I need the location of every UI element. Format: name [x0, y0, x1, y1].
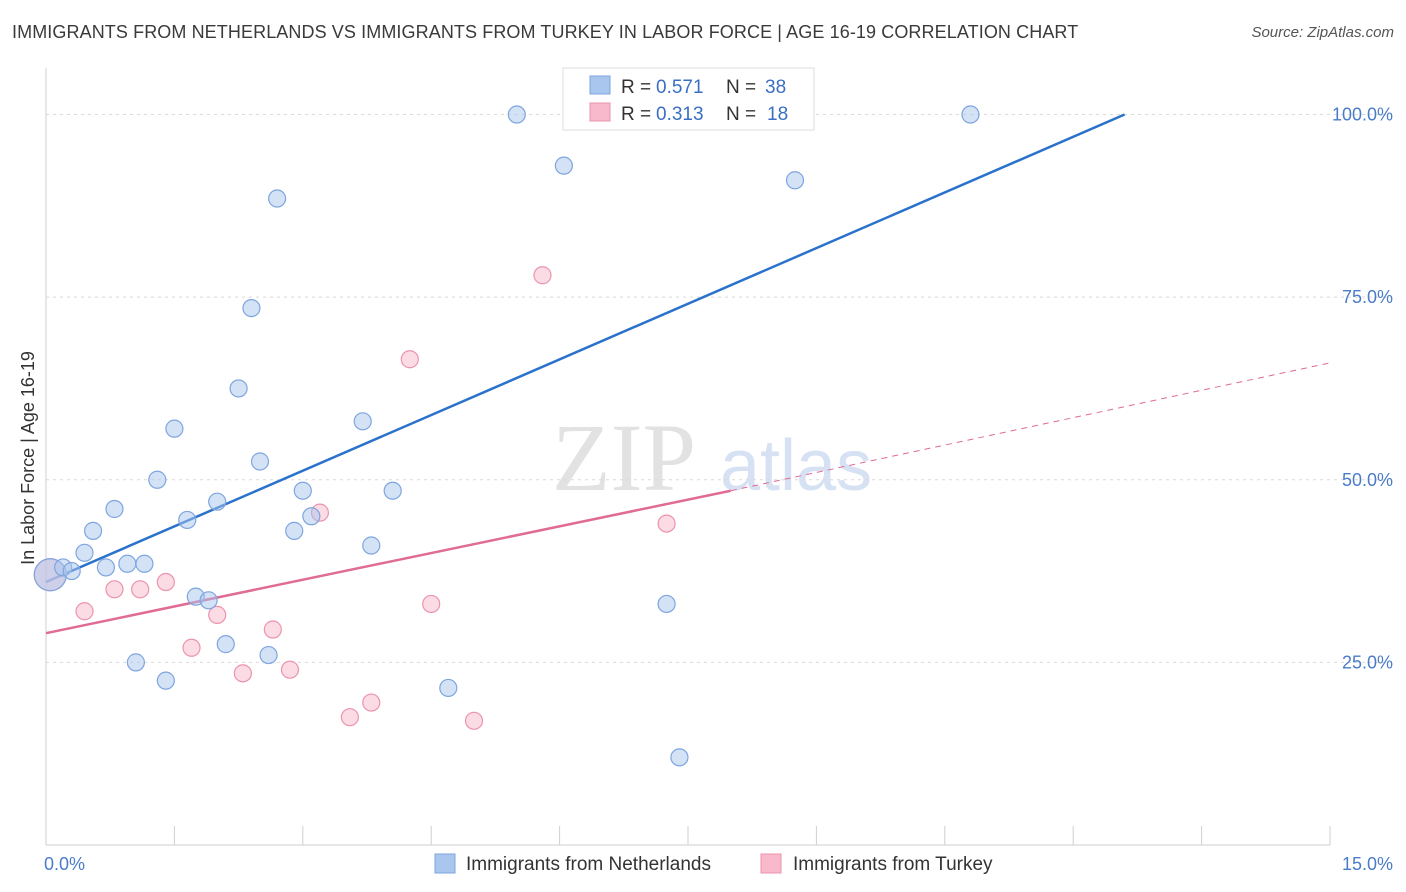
- trend-line-netherlands: [45, 113, 1126, 584]
- netherlands-point: [135, 554, 154, 573]
- netherlands-point: [96, 558, 116, 577]
- turkey-point: [75, 602, 94, 621]
- turkey-point: [182, 638, 201, 657]
- turkey-point: [233, 664, 252, 683]
- netherlands-point: [126, 653, 145, 672]
- turkey-point: [657, 514, 676, 533]
- netherlands-point: [353, 412, 372, 431]
- turkey-point: [400, 350, 419, 369]
- turkey-point: [422, 594, 441, 614]
- netherlands-point: [199, 591, 218, 610]
- netherlands-point: [961, 105, 980, 124]
- x-tick-label-start: 0.0%: [44, 854, 85, 874]
- netherlands-point: [148, 470, 167, 489]
- turkey-point: [362, 693, 381, 712]
- netherlands-point: [118, 554, 137, 573]
- axes: 25.0% 50.0% 75.0% 100.0% 0.0% 15.0%: [44, 68, 1393, 874]
- bottom-legend-swatch-netherlands: [434, 853, 456, 874]
- turkey-point: [533, 266, 552, 285]
- netherlands-point: [242, 299, 261, 318]
- trend-line-turkey-extension: [730, 362, 1331, 492]
- turkey-point: [208, 605, 227, 625]
- netherlands-point: [439, 678, 458, 698]
- turkey-point: [280, 660, 300, 679]
- legend-n-label-1: N =: [726, 77, 756, 98]
- turkey-point: [340, 708, 359, 727]
- netherlands-point: [250, 452, 270, 471]
- x-tick-label-end: 15.0%: [1342, 854, 1393, 874]
- netherlands-point: [229, 379, 248, 398]
- netherlands-point: [105, 499, 124, 519]
- legend-n-value-1: 38: [765, 77, 786, 98]
- legend-r-value-2: 0.313: [656, 104, 704, 125]
- netherlands-point: [554, 156, 573, 175]
- watermark-atlas: atlas: [720, 426, 872, 506]
- legend-r-label-1: R =: [621, 77, 651, 98]
- netherlands-point: [785, 171, 805, 190]
- legend-swatch-turkey: [589, 102, 611, 122]
- legend-r-value-1: 0.571: [656, 77, 704, 98]
- trend-lines: [45, 113, 1331, 635]
- series-legend: Immigrants from Netherlands Immigrants f…: [434, 853, 993, 875]
- watermark: ZIP atlas: [552, 404, 872, 511]
- netherlands-point: [293, 481, 312, 500]
- netherlands-point: [670, 748, 689, 767]
- netherlands-point: [75, 543, 94, 562]
- watermark-zip: ZIP: [552, 404, 696, 511]
- data-points: [33, 105, 980, 767]
- y-axis-title: In Labor Force | Age 16-19: [18, 351, 38, 565]
- legend-n-value-2: 18: [767, 104, 788, 125]
- y-tick-label: 75.0%: [1342, 287, 1393, 307]
- y-tick-label: 50.0%: [1342, 470, 1393, 490]
- netherlands-point: [216, 635, 235, 654]
- trend-line-turkey: [45, 489, 732, 635]
- netherlands-point: [268, 189, 287, 208]
- netherlands-point: [208, 492, 227, 511]
- y-tick-label: 25.0%: [1342, 652, 1393, 672]
- legend-swatch-netherlands: [589, 75, 611, 95]
- bottom-legend-label-netherlands: Immigrants from Netherlands: [466, 854, 711, 875]
- netherlands-point: [178, 510, 197, 530]
- stats-legend: R = 0.571 N = 38 R = 0.313 N = 18: [562, 67, 815, 131]
- netherlands-point: [383, 481, 402, 500]
- turkey-point: [156, 572, 175, 592]
- netherlands-point: [285, 521, 304, 540]
- netherlands-point: [657, 594, 676, 614]
- netherlands-point: [156, 671, 175, 690]
- grid-lines: [46, 114, 1392, 663]
- chart-source: Source: ZipAtlas.com: [1251, 24, 1394, 41]
- netherlands-point: [362, 536, 381, 555]
- chart-title: IMMIGRANTS FROM NETHERLANDS VS IMMIGRANT…: [12, 22, 1079, 42]
- netherlands-point: [507, 105, 526, 124]
- netherlands-point: [83, 521, 103, 540]
- turkey-point: [131, 580, 150, 599]
- turkey-point: [263, 620, 282, 639]
- turkey-point: [105, 580, 124, 599]
- legend-r-label-2: R =: [621, 104, 651, 125]
- bottom-legend-label-turkey: Immigrants from Turkey: [793, 854, 993, 875]
- legend-n-label-2: N =: [726, 104, 756, 125]
- turkey-point: [464, 711, 484, 730]
- y-tick-label: 100.0%: [1332, 105, 1393, 125]
- netherlands-point: [62, 561, 81, 581]
- netherlands-point: [259, 645, 278, 665]
- netherlands-point: [165, 419, 184, 438]
- netherlands-point: [302, 507, 321, 526]
- bottom-legend-swatch-turkey: [760, 853, 782, 874]
